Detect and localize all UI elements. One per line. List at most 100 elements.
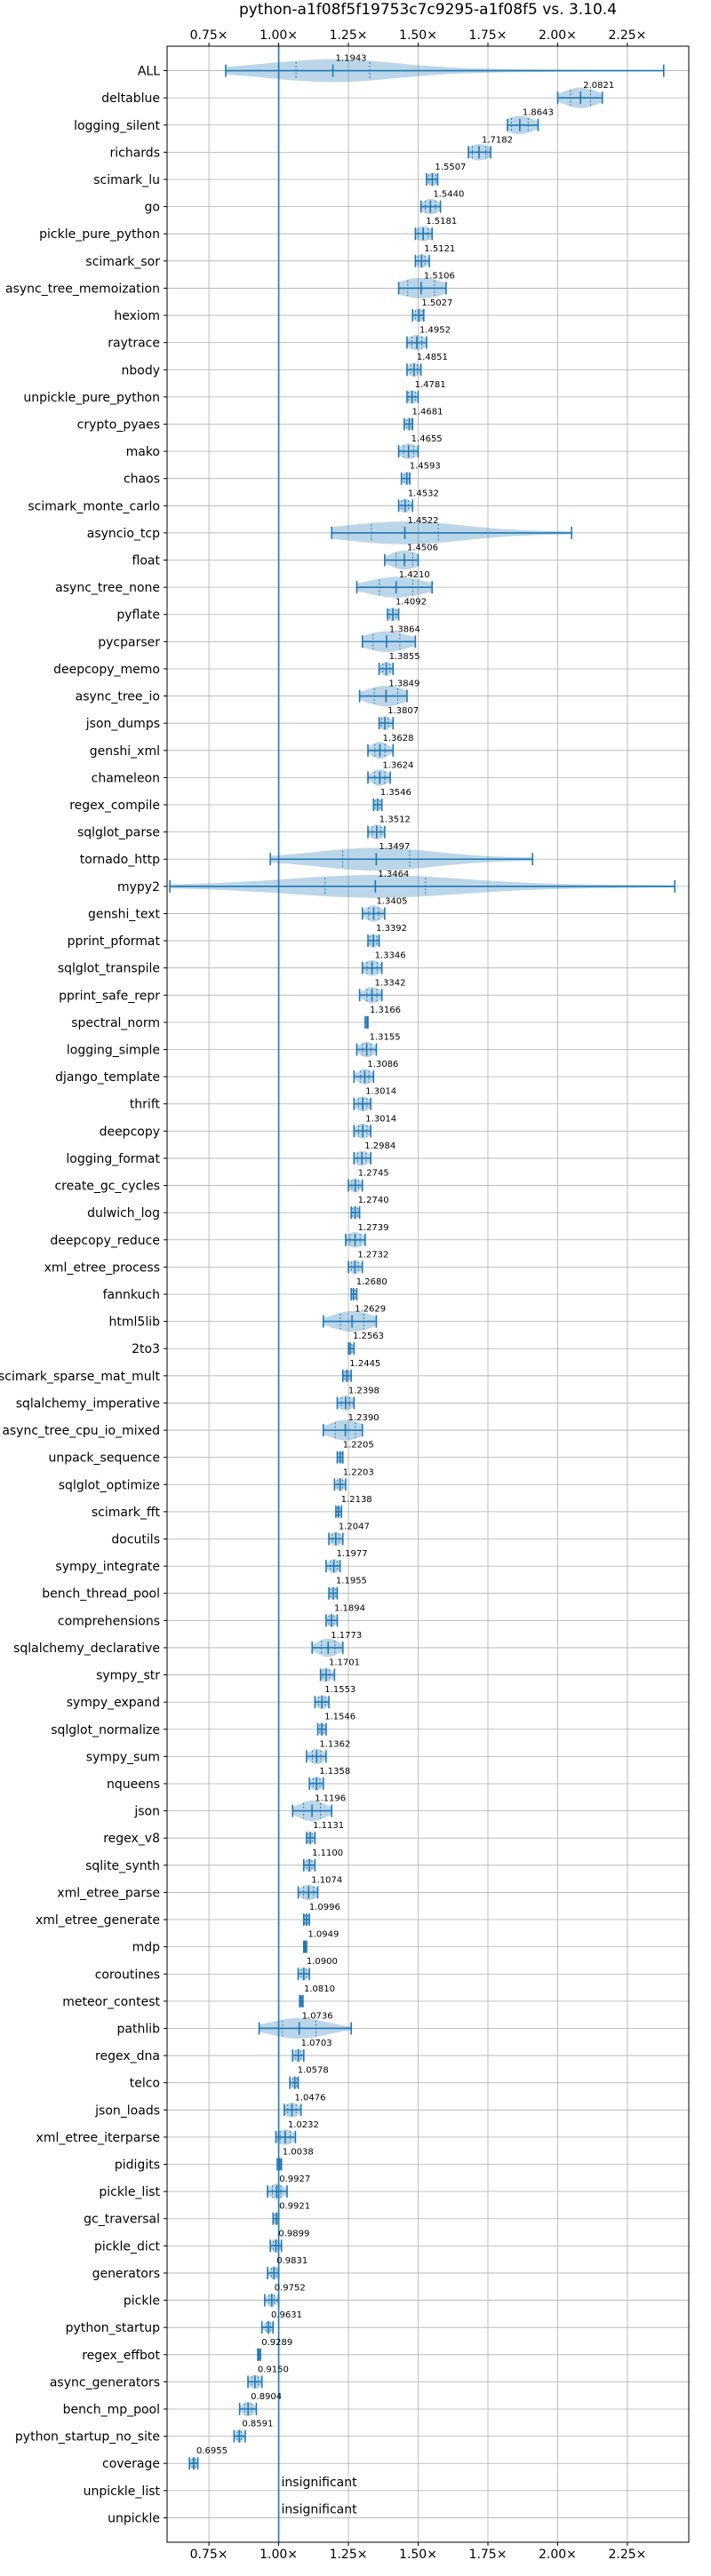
category-label: docutils xyxy=(111,1532,160,1546)
value-label: 1.2563 xyxy=(353,1332,384,1341)
value-label: 1.3392 xyxy=(376,924,407,934)
value-label: 1.2138 xyxy=(341,1495,372,1505)
category-label: mypy2 xyxy=(117,880,160,894)
value-label: 1.2047 xyxy=(339,1522,370,1531)
category-label: pyflate xyxy=(116,608,160,623)
value-label: 1.3086 xyxy=(367,1060,398,1069)
value-label: 1.4506 xyxy=(407,544,438,553)
category-label: python_startup xyxy=(66,2321,160,2335)
category-label: async_tree_cpu_io_mixed xyxy=(2,1424,160,1438)
insignificant-label: insignificant xyxy=(282,2502,358,2516)
value-label: 1.2740 xyxy=(358,1196,389,1205)
value-label: 1.0736 xyxy=(302,2011,333,2021)
category-label: crypto_pyaes xyxy=(77,417,160,432)
category-label: nqueens xyxy=(107,1777,160,1792)
category-label: async_tree_none xyxy=(55,581,160,595)
category-label: meteor_contest xyxy=(62,1995,160,2009)
value-label: 0.9921 xyxy=(279,2202,310,2212)
value-label: 1.1100 xyxy=(312,1849,343,1858)
value-label: 1.3546 xyxy=(380,788,411,798)
value-label: 1.3864 xyxy=(389,624,420,634)
category-label: sqlglot_normalize xyxy=(51,1723,160,1737)
value-label: 1.3014 xyxy=(365,1114,396,1124)
value-label: 0.6955 xyxy=(196,2446,228,2456)
value-label: 1.2680 xyxy=(356,1277,387,1287)
value-label: 2.0821 xyxy=(583,81,614,91)
value-label: 1.4532 xyxy=(408,489,439,498)
category-label: sympy_expand xyxy=(67,1696,160,1710)
category-label: json_loads xyxy=(94,2103,160,2118)
value-label: 1.0949 xyxy=(308,1930,339,1940)
category-label: pickle_list xyxy=(99,2185,160,2199)
category-label: ALL xyxy=(138,65,160,79)
category-label: unpickle xyxy=(108,2511,160,2525)
category-label: hexiom xyxy=(114,309,160,323)
value-label: 1.4522 xyxy=(408,516,439,526)
value-label: 1.4092 xyxy=(395,598,427,608)
category-label: chameleon xyxy=(92,771,160,785)
x-tick-label-bottom: 1.25× xyxy=(330,2548,368,2562)
category-label: pycparser xyxy=(98,635,160,649)
value-label: 1.5181 xyxy=(426,217,457,227)
category-label: raytrace xyxy=(108,337,160,351)
value-label: 1.0578 xyxy=(298,2066,329,2076)
value-label: 0.9150 xyxy=(258,2365,289,2374)
category-label: tornado_http xyxy=(80,853,160,867)
category-label: xml_etree_generate xyxy=(36,1913,160,1928)
x-tick-label-top: 1.00× xyxy=(260,28,298,43)
category-label: logging_simple xyxy=(67,1044,160,1058)
category-label: bench_thread_pool xyxy=(42,1587,160,1602)
x-tick-label-bottom: 0.75× xyxy=(190,2548,228,2562)
category-label: gc_traversal xyxy=(84,2213,160,2227)
category-label: scimark_monte_carlo xyxy=(28,499,160,513)
value-label: 0.9899 xyxy=(278,2229,309,2238)
value-label: 1.1196 xyxy=(315,1794,346,1804)
x-tick-label-bottom: 2.00× xyxy=(539,2548,577,2562)
x-tick-label-top: 1.75× xyxy=(469,28,507,43)
x-tick-label-bottom: 1.00× xyxy=(260,2548,298,2562)
insignificant-label: insignificant xyxy=(282,2476,358,2490)
category-label: bench_mp_pool xyxy=(63,2403,160,2417)
value-label: 0.9752 xyxy=(275,2284,306,2294)
category-label: sqlalchemy_declarative xyxy=(13,1642,160,1656)
category-label: json_dumps xyxy=(85,717,160,731)
value-label: 1.5440 xyxy=(433,190,464,200)
value-label: 1.5027 xyxy=(421,298,452,308)
category-label: pidigits xyxy=(115,2159,160,2173)
category-label: fannkuch xyxy=(103,1288,160,1302)
category-label: pickle xyxy=(124,2294,160,2309)
category-label: richards xyxy=(110,146,161,160)
value-label: 1.5507 xyxy=(435,163,466,172)
category-label: async_tree_io xyxy=(76,690,160,704)
value-label: 1.2203 xyxy=(343,1467,374,1477)
value-label: 1.2390 xyxy=(348,1413,379,1423)
value-label: 1.4655 xyxy=(411,434,443,444)
value-label: 1.1546 xyxy=(324,1713,356,1722)
category-label: thrift xyxy=(130,1098,161,1112)
category-label: sqlglot_parse xyxy=(77,826,160,840)
value-label: 1.3807 xyxy=(387,706,419,716)
category-label: unpack_sequence xyxy=(49,1451,160,1466)
value-label: 1.1131 xyxy=(313,1821,344,1831)
value-label: 1.1074 xyxy=(311,1875,342,1885)
value-label: 0.9289 xyxy=(261,2338,292,2348)
value-label: 1.4781 xyxy=(415,380,446,390)
category-label: xml_etree_iterparse xyxy=(36,2131,160,2145)
value-label: 1.3512 xyxy=(379,815,411,825)
value-label: 1.3014 xyxy=(365,1087,396,1097)
category-label: pickle_dict xyxy=(94,2239,161,2254)
x-tick-label-bottom: 1.50× xyxy=(399,2548,437,2562)
value-label: 1.0810 xyxy=(304,1984,335,1994)
value-label: 1.3624 xyxy=(382,760,413,770)
axis-layer: 0.75× 0.75× 1.00× 1.00× 1.25× 1.25× 1.50× 1.50×… xyxy=(0,28,690,2562)
category-label: mako xyxy=(126,445,160,459)
category-label: sqlglot_transpile xyxy=(58,962,160,976)
category-label: regex_compile xyxy=(69,799,160,813)
value-label: 1.3497 xyxy=(379,842,410,852)
value-label: 1.2629 xyxy=(355,1305,386,1315)
value-label: 1.3855 xyxy=(389,652,420,662)
category-label: scimark_fft xyxy=(92,1506,161,1520)
x-tick-label-top: 0.75× xyxy=(190,28,228,43)
value-label: 0.9927 xyxy=(279,2174,310,2184)
category-label: scimark_lu xyxy=(93,173,160,187)
